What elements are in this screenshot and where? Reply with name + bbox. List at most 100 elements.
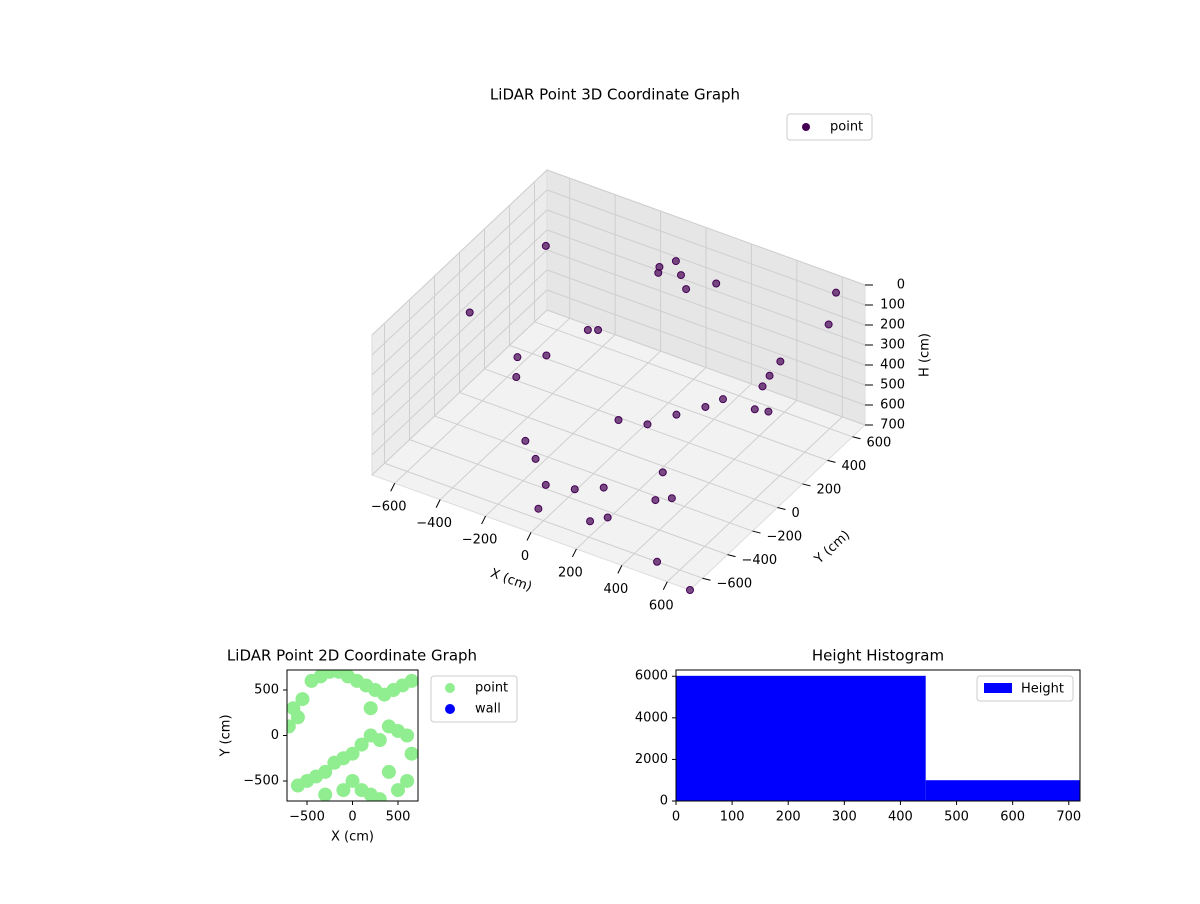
x-tick: [526, 532, 532, 541]
x-tick-label: 600: [649, 598, 674, 613]
point: [570, 485, 579, 494]
y-tick-label: 2000: [635, 752, 668, 767]
y-tick: [752, 530, 761, 534]
point: [318, 787, 333, 801]
legend-box: [430, 675, 518, 723]
z-tick-label: 300: [880, 338, 905, 353]
point: [345, 746, 360, 761]
point: [541, 241, 550, 250]
point: [513, 353, 522, 362]
legend-marker: [802, 123, 810, 131]
grid-line: [371, 269, 866, 436]
point: [318, 764, 333, 779]
z-tick-label: 600: [880, 398, 905, 413]
point: [603, 513, 612, 522]
x-tick-label: 700: [1056, 810, 1081, 825]
point: [345, 773, 360, 788]
y-tick-label: 400: [842, 459, 867, 474]
x-tick: [571, 548, 577, 558]
legend-box: [976, 675, 1074, 702]
y-tick: [727, 554, 736, 558]
point: [531, 454, 540, 463]
point: [701, 402, 710, 411]
grid-line: [371, 189, 866, 356]
point: [465, 308, 474, 317]
point: [614, 416, 623, 424]
x-tick-label: −600: [371, 500, 407, 515]
point: [354, 737, 369, 752]
z-axis-label: H (cm): [918, 333, 933, 377]
y-tick-label: 6000: [635, 669, 668, 684]
x-tick-label: −200: [462, 533, 498, 548]
legend-box: [786, 113, 873, 141]
point: [655, 262, 664, 271]
point: [824, 320, 833, 329]
point: [542, 351, 551, 360]
x-tick-label: 500: [944, 810, 969, 825]
y-tick: [827, 459, 836, 463]
point: [677, 271, 685, 280]
z-tick-label: 400: [880, 358, 905, 373]
point: [534, 504, 543, 513]
grid-line: [371, 209, 866, 376]
y-tick: [802, 483, 811, 487]
point: [643, 420, 652, 429]
y-tick-label: −200: [767, 530, 803, 545]
y-tick: [777, 507, 786, 510]
axes-frame: [675, 669, 1081, 802]
point: [658, 468, 667, 477]
point: [404, 746, 418, 761]
point: [682, 285, 691, 294]
point: [776, 357, 785, 366]
point: [599, 483, 608, 492]
point: [583, 326, 592, 334]
point: [758, 382, 767, 391]
y-tick-label: −600: [717, 577, 753, 592]
y-tick-label: 4000: [635, 710, 668, 725]
legend-label: Height: [1021, 682, 1064, 697]
z-tick-label: 700: [880, 418, 905, 433]
bar: [676, 675, 926, 801]
y-axis-label: Y (cm): [219, 714, 234, 757]
point: [651, 496, 660, 505]
x-axis-label: X (cm): [331, 830, 374, 845]
point: [594, 326, 603, 334]
x-tick-label: 100: [720, 810, 745, 825]
point: [512, 373, 521, 382]
x-tick: [390, 482, 396, 492]
legend-label: wall: [475, 702, 501, 717]
point: [667, 494, 676, 503]
x-tick-label: 0: [348, 810, 356, 825]
grid-line: [371, 289, 866, 456]
y-tick-label: 0: [660, 794, 668, 809]
legend-label: point: [830, 120, 863, 135]
chart-title: Height Histogram: [812, 647, 944, 665]
point: [541, 480, 550, 489]
point: [400, 728, 415, 743]
point: [765, 371, 774, 380]
x-tick-label: 300: [832, 810, 857, 825]
axes-2d: point wall −500 0 500 −500 0 500 X (cm) Y (cm) LiD…: [219, 647, 518, 845]
x-tick-label: 400: [888, 810, 913, 825]
point: [750, 405, 759, 414]
y-tick-label: 600: [867, 435, 892, 450]
x-tick-label: −500: [289, 810, 325, 825]
x-tick-label: 500: [386, 810, 411, 825]
x-tick-label: 400: [603, 582, 628, 597]
legend-label: point: [475, 681, 508, 696]
point: [671, 257, 680, 266]
point: [521, 436, 530, 445]
y-tick-label: 0: [271, 728, 279, 743]
x-tick: [662, 581, 668, 591]
y-tick-label: 500: [254, 683, 279, 698]
x-tick: [435, 499, 441, 508]
point: [381, 764, 396, 779]
x-tick-label: 0: [672, 810, 680, 825]
y-tick: [702, 577, 711, 581]
x-tick-label: −400: [416, 516, 452, 531]
x-tick-label: 600: [1000, 810, 1025, 825]
point: [712, 279, 721, 288]
point: [400, 773, 415, 788]
point: [672, 410, 681, 419]
